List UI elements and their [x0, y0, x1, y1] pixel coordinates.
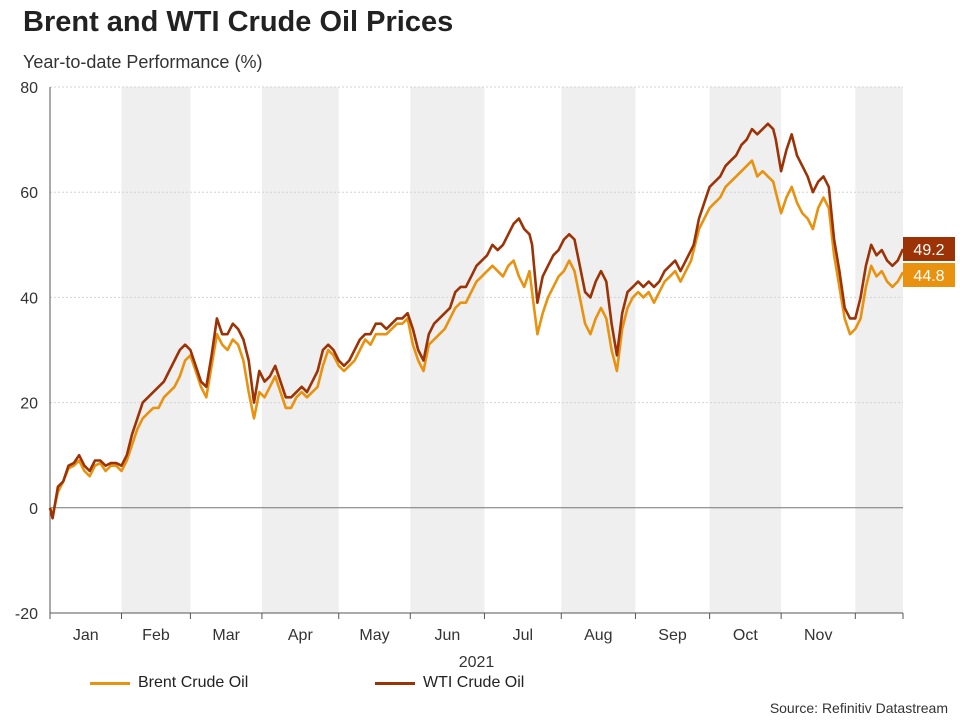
- legend-item-wti[interactable]: WTI Crude Oil: [375, 674, 524, 692]
- plot-area: -20 0 20 40 60 80 Jan Feb Mar Apr May Jun Jul Aug Sep O…: [15, 80, 955, 671]
- x-tick-label: Apr: [288, 627, 314, 644]
- month-band: [410, 87, 485, 613]
- legend-swatch-brent: [90, 681, 130, 685]
- legend-label-wti: WTI Crude Oil: [423, 674, 525, 691]
- series-line-wti: [48, 122, 905, 520]
- y-tick-label: 40: [20, 290, 38, 307]
- x-tick-label: Jan: [73, 627, 99, 644]
- y-tick-label: -20: [15, 606, 38, 623]
- x-tick-label: Sep: [658, 627, 687, 644]
- legend-swatch-wti: [375, 681, 415, 685]
- y-tick-label: 0: [29, 501, 38, 518]
- legend-label-brent: Brent Crude Oil: [138, 674, 249, 691]
- month-band: [855, 87, 903, 613]
- x-tick-label: Jun: [434, 627, 460, 644]
- x-tick-label: May: [359, 627, 389, 644]
- end-label-box: [903, 263, 955, 287]
- x-tick-label: Jul: [513, 627, 533, 644]
- chart-subtitle: Year-to-date Performance (%): [23, 52, 263, 72]
- y-tick-label: 80: [20, 80, 38, 97]
- month-band: [561, 87, 636, 613]
- x-axis-label: 2021: [459, 654, 495, 671]
- series-line-brent: [48, 159, 905, 517]
- x-tick-label: Feb: [142, 627, 170, 644]
- x-tick-label: Oct: [733, 627, 758, 644]
- end-value-label: 49.2: [913, 242, 944, 259]
- source-note: Source: Refinitiv Datastream: [769, 700, 948, 716]
- month-band: [261, 87, 339, 613]
- end-label-box: [903, 237, 955, 261]
- x-tick-label: Mar: [212, 627, 240, 644]
- y-tick-label: 20: [20, 396, 38, 413]
- x-tick-label: Nov: [804, 627, 832, 644]
- x-tick-label: Aug: [584, 627, 612, 644]
- legend-item-brent[interactable]: Brent Crude Oil: [90, 674, 248, 692]
- y-tick-label: 60: [20, 185, 38, 202]
- chart-title: Brent and WTI Crude Oil Prices: [23, 6, 454, 38]
- end-value-label: 44.8: [913, 268, 944, 285]
